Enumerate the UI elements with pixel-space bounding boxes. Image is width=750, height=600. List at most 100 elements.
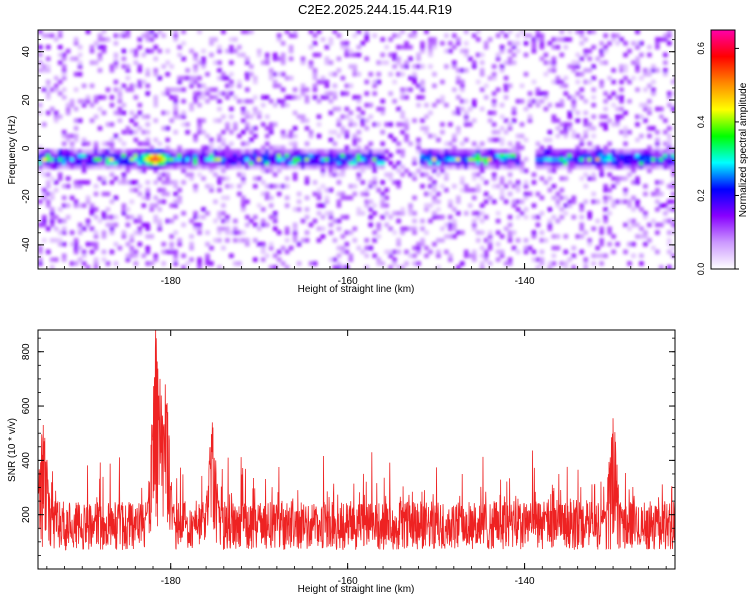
heatmap-cell xyxy=(320,203,326,208)
heatmap-cell xyxy=(320,160,326,166)
heatmap-cell xyxy=(97,153,103,158)
heatmap-cell xyxy=(320,153,326,158)
heatmap-cell xyxy=(93,160,99,166)
heatmap-cell xyxy=(340,249,346,255)
heatmap-cell xyxy=(475,149,481,154)
heatmap-cell xyxy=(392,56,397,62)
heatmap-cell xyxy=(543,180,549,185)
heatmap-cell xyxy=(213,238,218,243)
heatmap-cell xyxy=(507,234,513,239)
heatmap-cell xyxy=(368,160,374,166)
heatmap-cell xyxy=(336,191,342,197)
heatmap-cell xyxy=(201,129,206,135)
heatmap-cell xyxy=(324,164,330,170)
heatmap-cell xyxy=(153,95,159,100)
heatmap-cell xyxy=(491,122,497,127)
heatmap-cell xyxy=(340,172,346,177)
heatmap-cell xyxy=(432,153,437,158)
heatmap-cell xyxy=(121,156,127,162)
heatmap-cell xyxy=(623,153,628,158)
heatmap-cell xyxy=(245,153,250,158)
heatmap-cell xyxy=(169,160,174,166)
heatmap-cell xyxy=(260,164,266,170)
heatmap-cell xyxy=(527,99,533,104)
heatmap-cell xyxy=(125,87,131,92)
heatmap-cell xyxy=(81,180,87,185)
heatmap-cell xyxy=(356,207,362,212)
heatmap-cell xyxy=(408,56,413,62)
heatmap-cell xyxy=(181,160,186,166)
heatmap-cell xyxy=(41,149,47,154)
heatmap-cell xyxy=(643,156,648,162)
heatmap-cell xyxy=(503,226,509,231)
heatmap-cell xyxy=(511,156,517,162)
heatmap-cell xyxy=(121,234,127,239)
heatmap-cell xyxy=(543,95,549,100)
heatmap-cell xyxy=(241,149,246,154)
heatmap-cell xyxy=(105,160,111,166)
heatmap-cell xyxy=(635,160,640,166)
heatmap-cell xyxy=(392,164,397,170)
heatmap-cell xyxy=(229,48,234,54)
heatmap-cell xyxy=(185,164,190,170)
heatmap-cell xyxy=(173,164,178,170)
heatmap-cell xyxy=(655,199,660,204)
heatmap-cell xyxy=(288,164,294,170)
heatmap-cell xyxy=(380,153,385,158)
heatmap-cell xyxy=(603,114,608,119)
heatmap-cell xyxy=(77,149,83,154)
heatmap-cell xyxy=(487,137,493,143)
heatmap-cell xyxy=(245,199,250,204)
heatmap-cell xyxy=(133,230,139,235)
heatmap-cell xyxy=(229,156,234,162)
heatmap-cell xyxy=(157,153,163,158)
heatmap-cell xyxy=(463,114,469,119)
heatmap-cell xyxy=(221,160,226,166)
heatmap-cell xyxy=(137,230,143,235)
heatmap-cell xyxy=(117,91,123,96)
heatmap-cell xyxy=(547,222,553,228)
heatmap-cell xyxy=(483,253,489,259)
heatmap-cell xyxy=(288,156,294,162)
heatmap-cell xyxy=(268,265,274,269)
heatmap-cell xyxy=(85,153,91,158)
snr-y-axis-label: SNR (10 * v/v) xyxy=(7,418,18,482)
heatmap-cell xyxy=(256,52,262,58)
heatmap-cell xyxy=(197,75,202,81)
heatmap-cell xyxy=(671,172,675,177)
heatmap-cell xyxy=(332,149,338,154)
heatmap-cell xyxy=(667,95,672,100)
y-tick-label: 40 xyxy=(21,46,32,58)
heatmap-cell xyxy=(603,126,608,131)
heatmap-cell xyxy=(49,160,55,166)
heatmap-cell xyxy=(45,172,51,177)
heatmap-cell xyxy=(432,168,437,174)
heatmap-cell xyxy=(201,56,206,62)
heatmap-cell xyxy=(539,230,545,235)
heatmap-cell xyxy=(495,52,501,58)
heatmap-cell xyxy=(623,64,628,69)
heatmap-cell xyxy=(65,214,71,220)
heatmap-cell xyxy=(149,160,155,166)
heatmap-cell xyxy=(312,68,318,73)
heatmap-cell xyxy=(571,99,577,104)
heatmap-cell xyxy=(372,164,377,170)
heatmap-cell xyxy=(288,133,294,139)
heatmap-cell xyxy=(475,160,481,166)
heatmap-cell xyxy=(471,249,477,255)
heatmap-cell xyxy=(615,122,620,127)
heatmap-cell xyxy=(217,149,222,154)
heatmap-cell xyxy=(599,168,604,174)
heatmap-cell xyxy=(599,41,604,46)
heatmap-cell xyxy=(667,41,672,46)
heatmap-cell xyxy=(400,172,405,177)
heatmap-cell xyxy=(651,87,656,92)
heatmap-cell xyxy=(149,149,155,154)
heatmap-cell xyxy=(105,141,111,146)
heatmap-cell xyxy=(356,172,362,177)
heatmap-cell xyxy=(149,234,155,239)
heatmap-cell xyxy=(667,141,672,146)
heatmap-cell xyxy=(495,156,501,162)
heatmap-cell xyxy=(543,106,549,112)
heatmap-cell xyxy=(523,41,529,46)
